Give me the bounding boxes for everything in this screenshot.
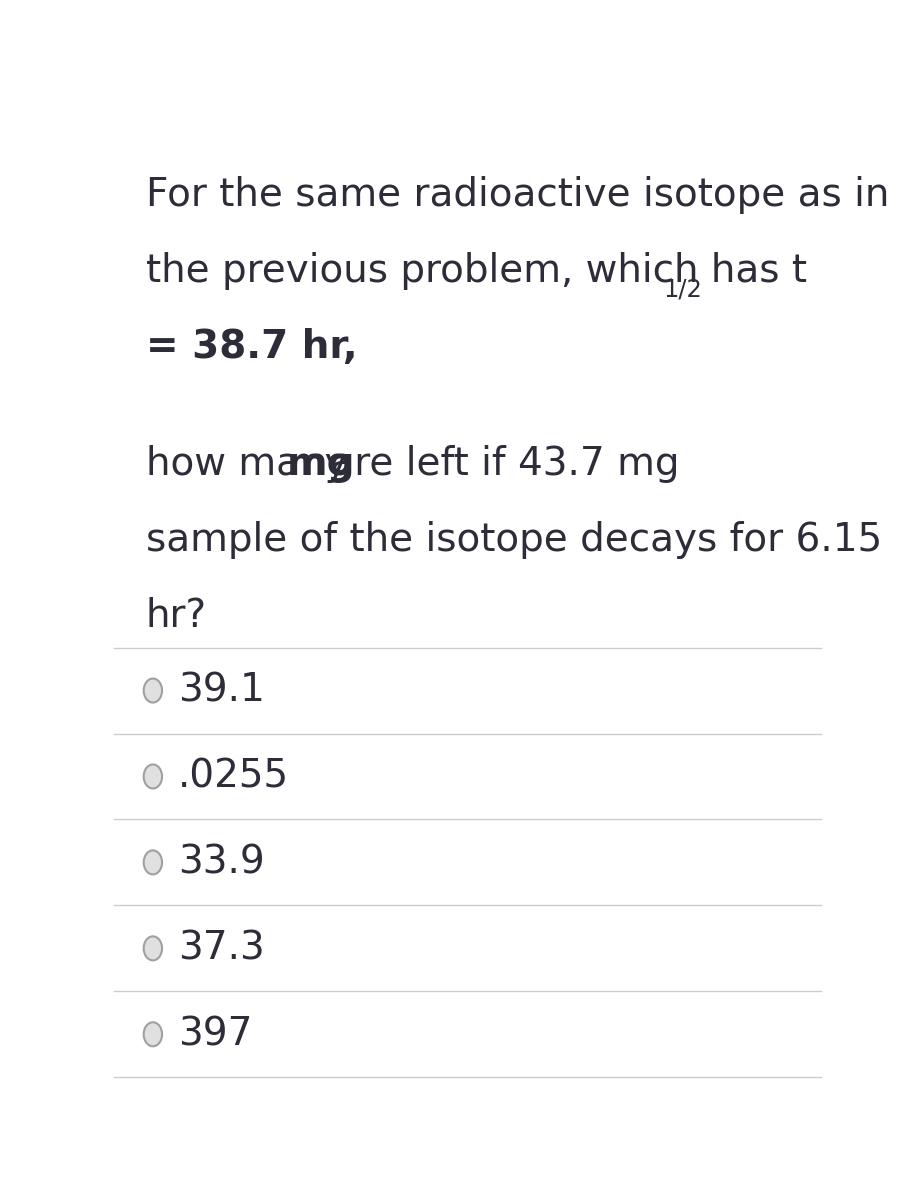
Text: For the same radioactive isotope as in: For the same radioactive isotope as in: [146, 176, 888, 215]
Text: 1/2: 1/2: [662, 278, 701, 302]
Text: 37.3: 37.3: [178, 929, 264, 967]
Circle shape: [144, 851, 162, 875]
Circle shape: [144, 936, 162, 960]
Text: 397: 397: [178, 1015, 251, 1054]
Text: 33.9: 33.9: [178, 844, 264, 882]
Text: 39.1: 39.1: [178, 672, 264, 709]
Text: are left if 43.7 mg: are left if 43.7 mg: [318, 445, 679, 484]
Text: hr?: hr?: [146, 596, 207, 635]
Text: mg: mg: [287, 445, 355, 484]
Text: the previous problem, which has t: the previous problem, which has t: [146, 252, 806, 290]
Circle shape: [144, 1022, 162, 1046]
Circle shape: [144, 678, 162, 702]
Text: .0255: .0255: [178, 757, 289, 796]
Text: how many: how many: [146, 445, 359, 484]
Text: sample of the isotope decays for 6.15: sample of the isotope decays for 6.15: [146, 521, 881, 559]
Circle shape: [144, 764, 162, 788]
Text: = 38.7 hr,: = 38.7 hr,: [146, 328, 357, 366]
